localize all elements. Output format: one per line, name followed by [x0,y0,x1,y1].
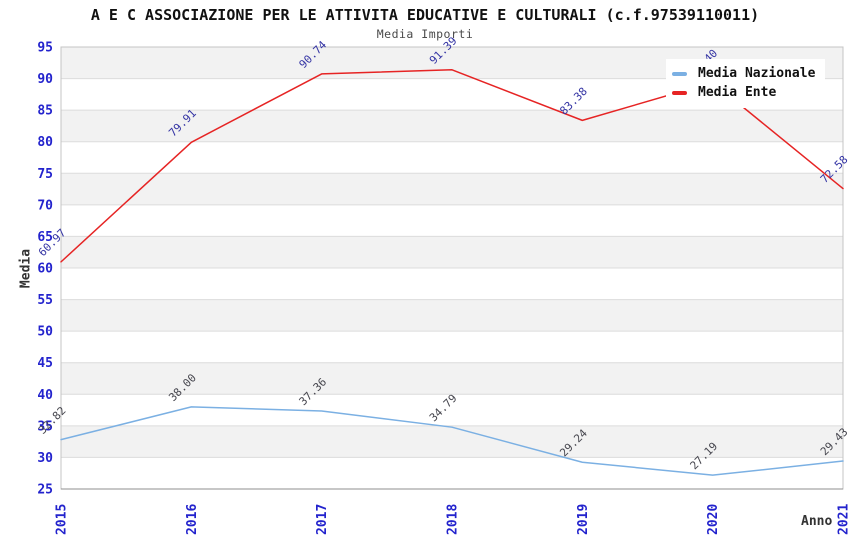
y-tick-label: 45 [37,356,53,371]
y-tick-label: 75 [37,167,53,182]
y-tick-label: 60 [37,262,53,277]
plot-band [61,268,843,300]
y-tick-label: 35 [37,419,53,434]
y-tick-label: 85 [37,104,53,119]
x-tick-label: 2017 [315,504,330,535]
x-tick-label: 2020 [706,504,721,535]
y-tick-label: 95 [37,41,53,56]
y-tick-label: 30 [37,451,53,466]
media-nazionale-line-swatch [672,71,687,76]
plot-band [61,204,843,237]
x-tick-label: 2016 [185,504,200,535]
y-tick-label: 65 [37,230,53,245]
plot-band [61,394,843,426]
y-tick-label: 80 [37,135,53,150]
plot-band [61,173,843,205]
y-tick-label: 40 [37,388,53,403]
legend-label: Media Nazionale [698,66,816,81]
plot-band [61,457,843,489]
y-tick-label: 50 [37,325,53,340]
plot-band [61,299,843,332]
x-tick-label: 2021 [837,504,850,535]
x-tick-label: 2018 [446,504,461,535]
y-tick-label: 55 [37,293,53,308]
media-ente-line-swatch [672,90,687,95]
x-tick-label: 2015 [55,504,70,535]
plot-band [61,425,843,458]
plot-band [61,362,843,395]
y-tick-label: 25 [37,483,53,498]
x-tick-label: 2019 [576,504,591,535]
chart-subtitle: Media Importi [376,27,474,41]
y-tick-label: 90 [37,72,53,87]
plot-band [61,331,843,363]
plot-band [61,110,843,142]
legend-label: Media Ente [698,85,777,100]
chart-title: A E C ASSOCIAZIONE PER LE ATTIVITA EDUCA… [90,6,760,24]
plot-band [61,141,843,174]
legend: Media Nazionale Media Ente [666,59,826,108]
series-line-media-nazionale [60,406,844,476]
x-axis-title: Anno [801,514,833,529]
legend-item-media-nazionale: Media Nazionale [672,64,815,83]
y-axis-title: Media [18,248,34,289]
plot-band [61,236,843,268]
y-tick-label: 70 [37,198,53,213]
legend-item-media-ente: Media Ente [672,83,815,102]
